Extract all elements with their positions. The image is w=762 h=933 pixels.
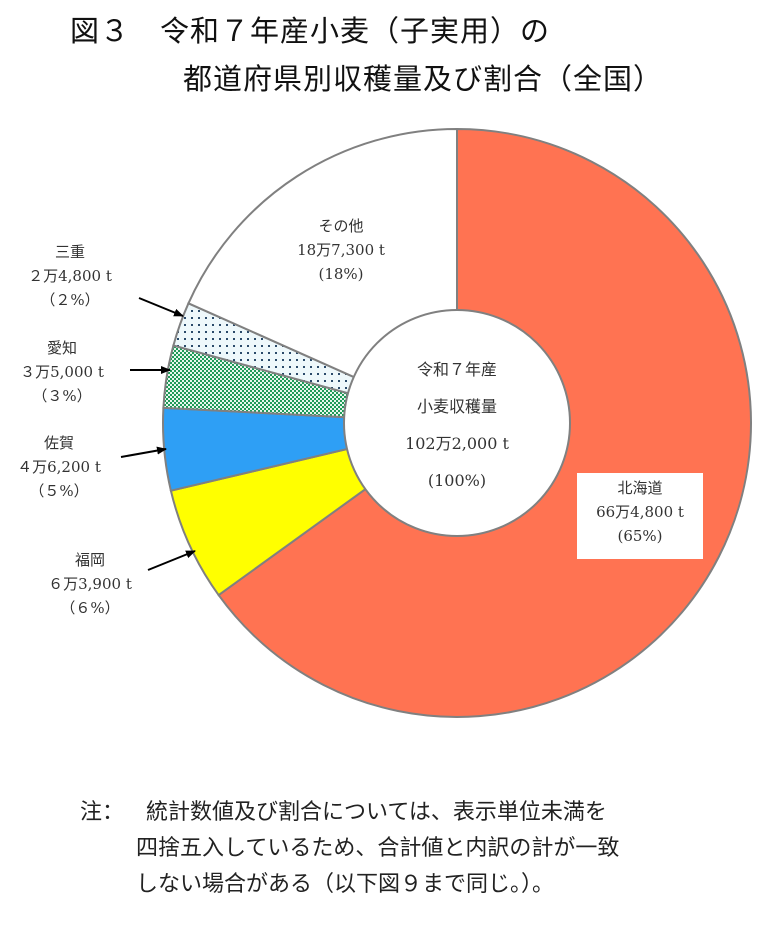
footnote: 注： 統計数値及び割合については、表示単位未満を 四捨五入しているため、合計値と内…: [80, 795, 619, 903]
arrow-mie: [138, 297, 184, 317]
label-other-name: その他: [318, 217, 364, 235]
chart-title-line1: 図３ 令和７年産小麦（子実用）の: [70, 14, 551, 48]
label-fukuoka-pct: （６%）: [60, 599, 120, 617]
label-mie-value: ２万4,800 t: [28, 267, 112, 285]
label-hokkaido: 北海道 66万4,800 t (65%): [577, 473, 703, 559]
label-fukuoka-value: ６万3,900 t: [48, 575, 132, 593]
label-fukuoka: 福岡 ６万3,900 t （６%）: [30, 548, 150, 620]
center-line2: 小麦収穫量: [416, 397, 497, 416]
donut-hole: [343, 309, 571, 537]
label-aichi-name: 愛知: [46, 339, 77, 357]
label-mie-pct: （２%）: [40, 291, 100, 309]
label-aichi-pct: （３%）: [32, 387, 92, 405]
chart-title-line2: 都道府県別収穫量及び割合（全国）: [183, 62, 664, 96]
label-saga-pct: （５%）: [29, 482, 89, 500]
footnote-prefix: 注：: [80, 800, 125, 825]
label-mie-name: 三重: [54, 243, 85, 261]
center-total-label: 令和７年産 小麦収穫量 102万2,000 t (100%): [357, 351, 557, 499]
label-hokkaido-value: 66万4,800 t: [596, 503, 684, 521]
footnote-line2: 四捨五入しているため、合計値と内訳の計が一致: [136, 836, 620, 861]
label-other: その他 18万7,300 t (18%): [276, 214, 406, 286]
label-mie: 三重 ２万4,800 t （２%）: [10, 240, 130, 312]
center-line3: 102万2,000 t: [405, 434, 509, 453]
footnote-line1: 統計数値及び割合については、表示単位未満を: [146, 800, 607, 825]
label-saga-value: ４万6,200 t: [17, 458, 101, 476]
center-line4: (100%): [427, 471, 487, 490]
label-fukuoka-name: 福岡: [74, 551, 105, 569]
label-other-value: 18万7,300 t: [297, 241, 385, 259]
label-saga-name: 佐賀: [43, 434, 74, 452]
arrow-fukuoka: [147, 550, 196, 571]
label-hokkaido-name: 北海道: [617, 479, 663, 497]
label-arrows: [120, 297, 196, 571]
label-hokkaido-pct: (65%): [617, 527, 663, 545]
footnote-line3: しない場合がある（以下図９まで同じ。）。: [136, 872, 555, 897]
label-other-pct: (18%): [318, 265, 364, 283]
label-aichi: 愛知 ３万5,000 t （３%）: [0, 336, 124, 408]
label-aichi-value: ３万5,000 t: [20, 363, 104, 381]
center-line1: 令和７年産: [416, 360, 497, 379]
arrow-saga: [120, 446, 167, 458]
label-saga: 佐賀 ４万6,200 t （５%）: [0, 431, 118, 503]
